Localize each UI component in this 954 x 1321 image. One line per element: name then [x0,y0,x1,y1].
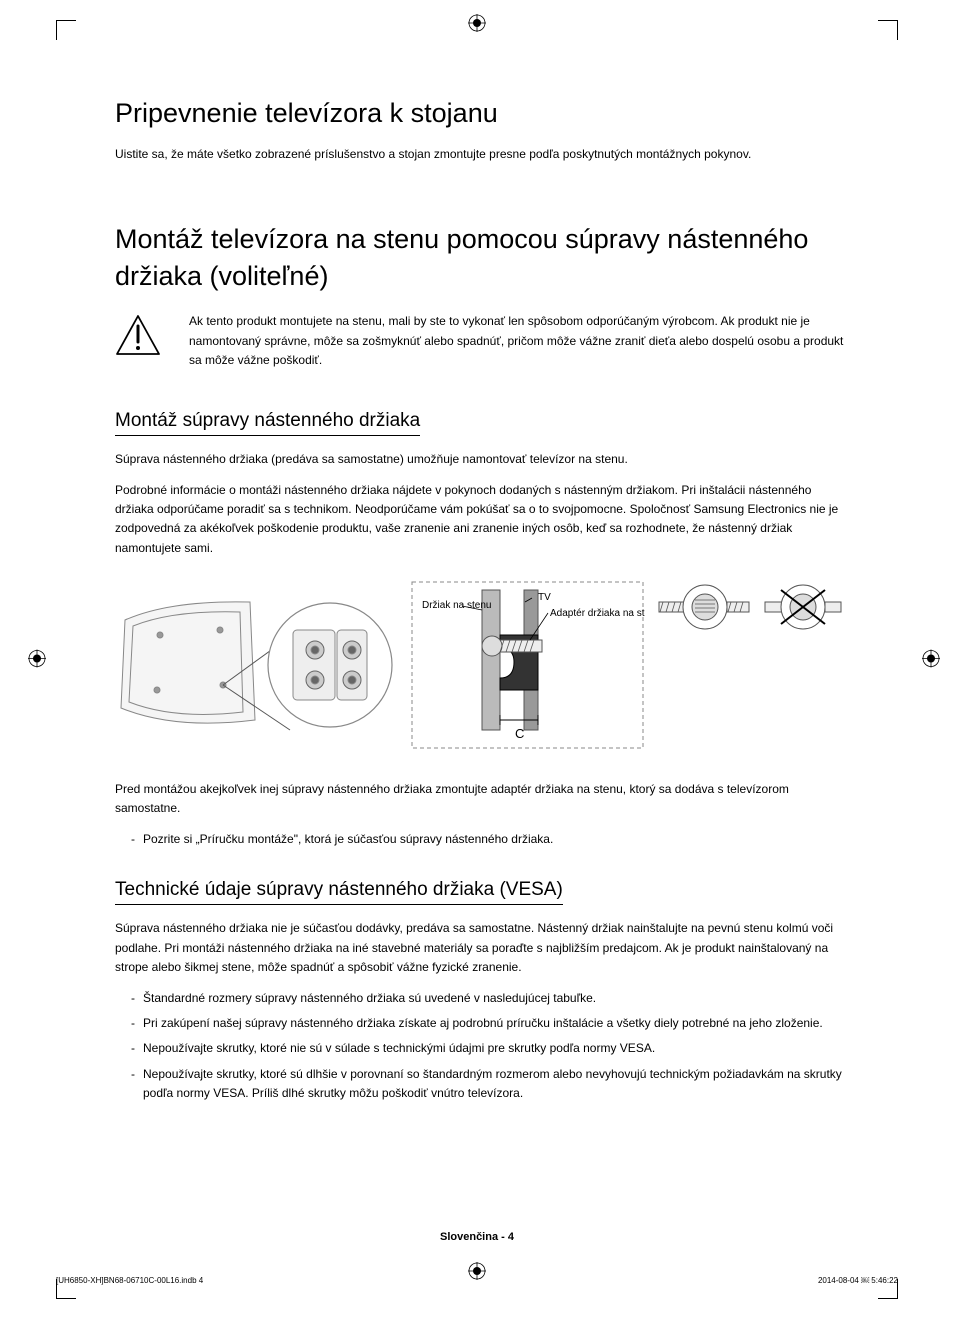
warning-triangle-icon [115,314,161,361]
diagram-label-c: C [515,726,524,741]
print-timestamp: 2014-08-04 ￼ 5:46:22 [818,1276,898,1285]
print-metadata: [UH6850-XH]BN68-06710C-00L16.indb 4 2014… [56,1276,898,1285]
crop-mark-tr-icon [878,20,898,40]
warning-text: Ak tento produkt montujete na stenu, mal… [189,312,845,370]
sub2-title: Technické údaje súpravy nástenného držia… [115,879,563,905]
list-item: Pri zakúpení našej súpravy nástenného dr… [131,1014,845,1033]
list-item: Nepoužívajte skrutky, ktoré nie sú v súl… [131,1039,845,1058]
svg-text:Adaptér držiaka na stenu: Adaptér držiaka na stenu [550,608,645,619]
sub1-p2: Podrobné informácie o montáži nástenného… [115,481,845,558]
sub1-title: Montáž súpravy nástenného držiaka [115,410,420,436]
section2-title: Montáž televízora na stenu pomocou súpra… [115,221,845,294]
registration-mark-right-icon [922,649,940,672]
print-file: [UH6850-XH]BN68-06710C-00L16.indb 4 [56,1276,203,1285]
list-item: Pozrite si „Príručku montáže", ktorá je … [131,830,845,849]
page-content: Pripevnenie televízora k stojanu Uistite… [115,95,845,1133]
diagram-label-wall-bracket: Držiak na stenu [422,600,491,611]
sub1-after-p: Pred montážou akejkoľvek inej súpravy ná… [115,780,845,818]
list-item: Štandardné rozmery súpravy nástenného dr… [131,989,845,1008]
section1-title: Pripevnenie televízora k stojanu [115,95,845,131]
diagram-label-adapter: Adaptér držiaka na stenu [550,608,645,619]
crop-mark-tl-icon [56,20,76,40]
sub2-p1: Súprava nástenného držiaka nie je súčasť… [115,919,845,977]
list-item: Nepoužívajte skrutky, ktoré sú dlhšie v … [131,1065,845,1103]
sub2-list: Štandardné rozmery súpravy nástenného dr… [115,989,845,1103]
diagram-screws-icon [655,580,845,650]
diagram-cross-section-icon: C Držiak na stenu TV Adaptér držiaka na … [410,580,645,750]
registration-mark-left-icon [28,649,46,672]
registration-mark-top-icon [468,14,486,37]
sub1-p1: Súprava nástenného držiaka (predáva sa s… [115,450,845,469]
sub1-list: Pozrite si „Príručku montáže", ktorá je … [115,830,845,849]
diagram-label-tv: TV [538,592,551,603]
diagram-tv-back-icon [115,580,400,750]
page-footer: Slovenčina - 4 [0,1231,954,1243]
diagram-row: C Držiak na stenu TV Adaptér držiaka na … [115,580,845,750]
section1-intro: Uistite sa, že máte všetko zobrazené prí… [115,145,845,163]
warning-block: Ak tento produkt montujete na stenu, mal… [115,312,845,370]
